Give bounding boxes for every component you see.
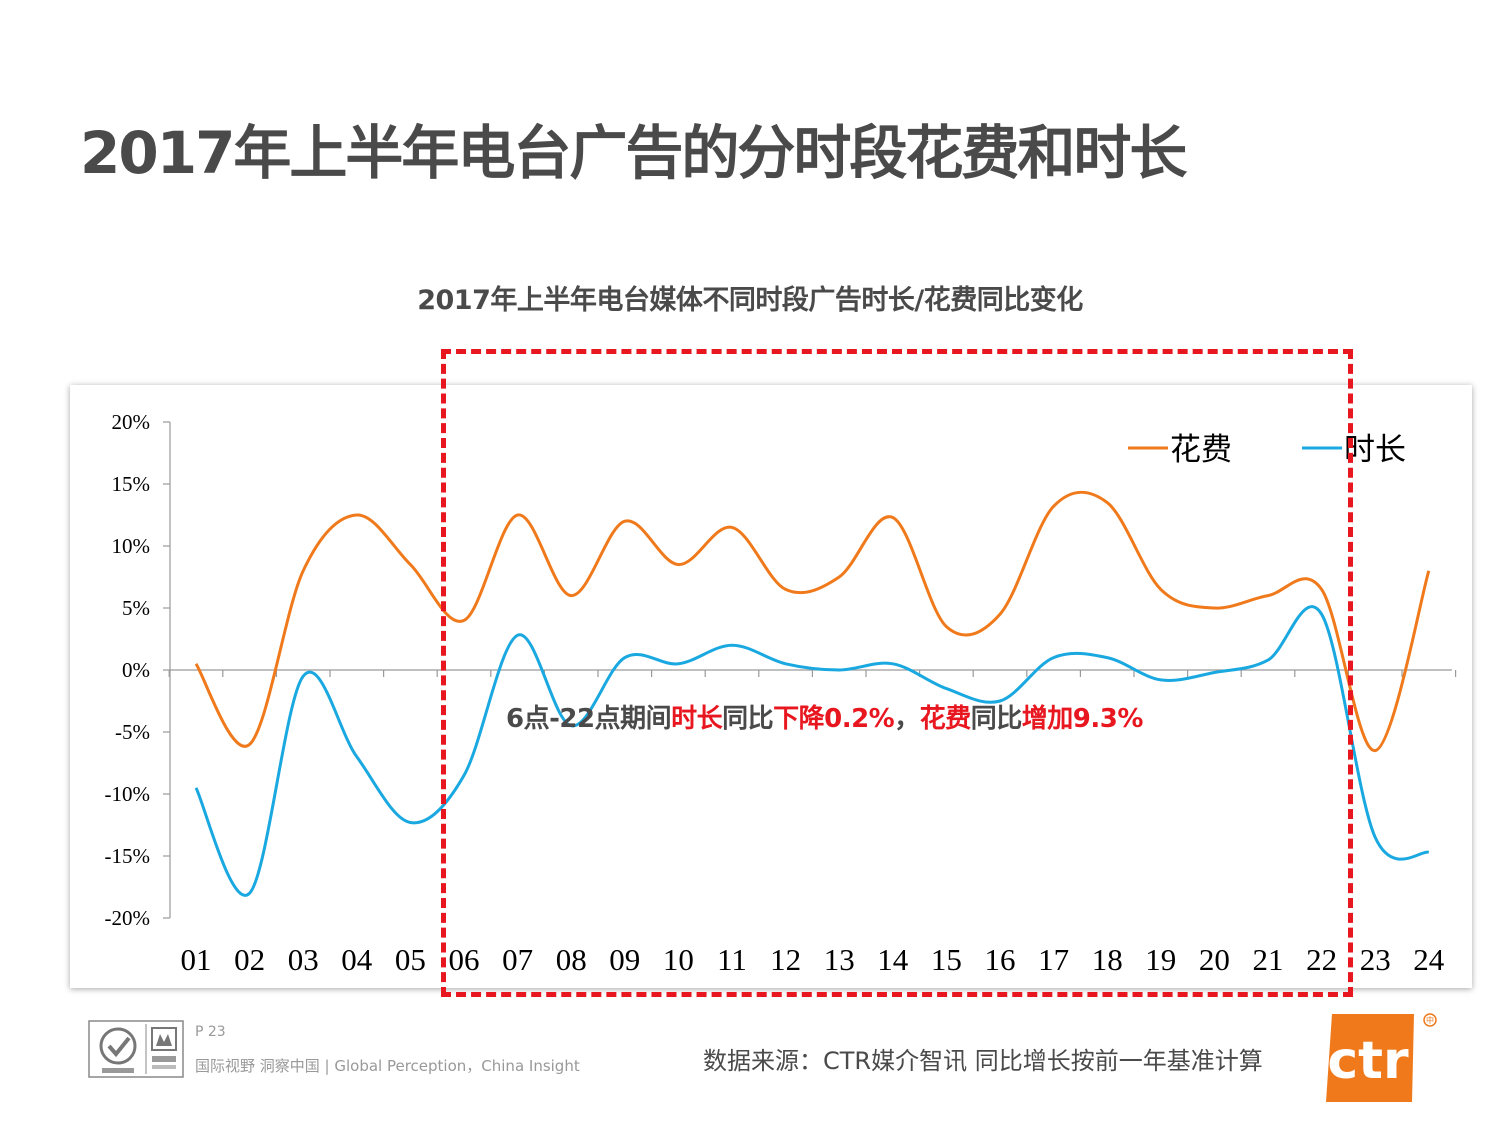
x-tick-label: 10 [663, 942, 694, 977]
x-tick-label: 11 [717, 942, 747, 977]
y-tick-label: 5% [122, 596, 150, 620]
x-tick-label: 20 [1199, 942, 1230, 977]
x-tick-label: 14 [877, 942, 909, 977]
x-tick-label: 22 [1306, 942, 1337, 977]
x-tick-label: 05 [395, 942, 426, 977]
annotation-comma: ， [894, 704, 920, 734]
x-tick-label: 02 [234, 942, 265, 977]
x-tick-label: 19 [1145, 942, 1176, 977]
x-tick-label: 15 [931, 942, 962, 977]
page-number: P 23 [195, 1024, 226, 1040]
x-tick-label: 12 [770, 942, 801, 977]
x-tick-label: 23 [1360, 942, 1391, 977]
x-tick-label: 24 [1413, 942, 1445, 977]
annotation-spend-change: 增加9.3% [1021, 704, 1144, 734]
certification-logo [88, 1020, 184, 1078]
ctr-logo-text: ctr [1327, 1031, 1409, 1091]
series-line-duration [194, 605, 1430, 897]
chart-panel: 20% 15% 10% 5% 0% -5% -10% -15% -20% 01 02 03 04 05 06… [70, 385, 1472, 988]
annotation-spend-label: 花费 [919, 704, 972, 734]
ctr-logo: ctr 中 [1326, 1013, 1437, 1102]
annotation-duration-label: 时长 [671, 704, 723, 734]
chart-title: 2017年上半年电台媒体不同时段广告时长/花费同比变化 [417, 285, 1083, 316]
y-tick-label: 20% [112, 410, 151, 434]
x-tick-label: 01 [181, 942, 212, 977]
y-tick-label: -10% [105, 782, 151, 806]
x-tick-label: 16 [985, 942, 1016, 977]
footer-slogan: 国际视野 洞察中国 | Global Perception，China Insi… [195, 1057, 580, 1075]
x-tick-label: 04 [341, 942, 373, 977]
x-tick-label: 07 [502, 942, 533, 977]
annotation-duration-change: 下降0.2% [773, 704, 895, 734]
annotation-period: 6点-22点期间 [506, 704, 672, 734]
series-line-spend [194, 490, 1431, 753]
data-source-note: 数据来源：CTR媒介智讯 同比增长按前一年基准计算 [703, 1047, 1263, 1075]
y-tick-label: 10% [112, 534, 151, 558]
annotation-yoy-2: 同比 [970, 704, 1023, 734]
x-tick-label: 13 [824, 942, 855, 977]
annotation-yoy-1: 同比 [722, 704, 774, 734]
y-tick-label: -20% [105, 906, 151, 930]
line-chart: 20% 15% 10% 5% 0% -5% -10% -15% -20% 01 02 03 04 05 06… [105, 410, 1457, 977]
svg-text:中: 中 [1426, 1015, 1434, 1025]
x-tick-label: 18 [1092, 942, 1123, 977]
x-tick-label: 03 [288, 942, 319, 977]
legend-label: 时长 [1344, 432, 1406, 468]
y-tick-label: -15% [105, 844, 151, 868]
x-tick-label: 06 [449, 942, 480, 977]
annotation: 6点-22点期间时长同比下降0.2%，花费同比增加9.3% [506, 698, 1143, 735]
y-tick-label: -5% [115, 720, 150, 744]
x-tick-label: 17 [1038, 942, 1069, 977]
highlight-box [441, 349, 1353, 997]
x-tick-label: 09 [609, 942, 640, 977]
y-tick-label: 0% [122, 658, 150, 682]
legend-label: 花费 [1170, 432, 1232, 468]
x-tick-label: 21 [1253, 942, 1284, 977]
x-tick-label: 08 [556, 942, 587, 977]
page-title: 2017年上半年电台广告的分时段花费和时长 [80, 119, 1187, 187]
y-tick-label: 15% [112, 472, 151, 496]
